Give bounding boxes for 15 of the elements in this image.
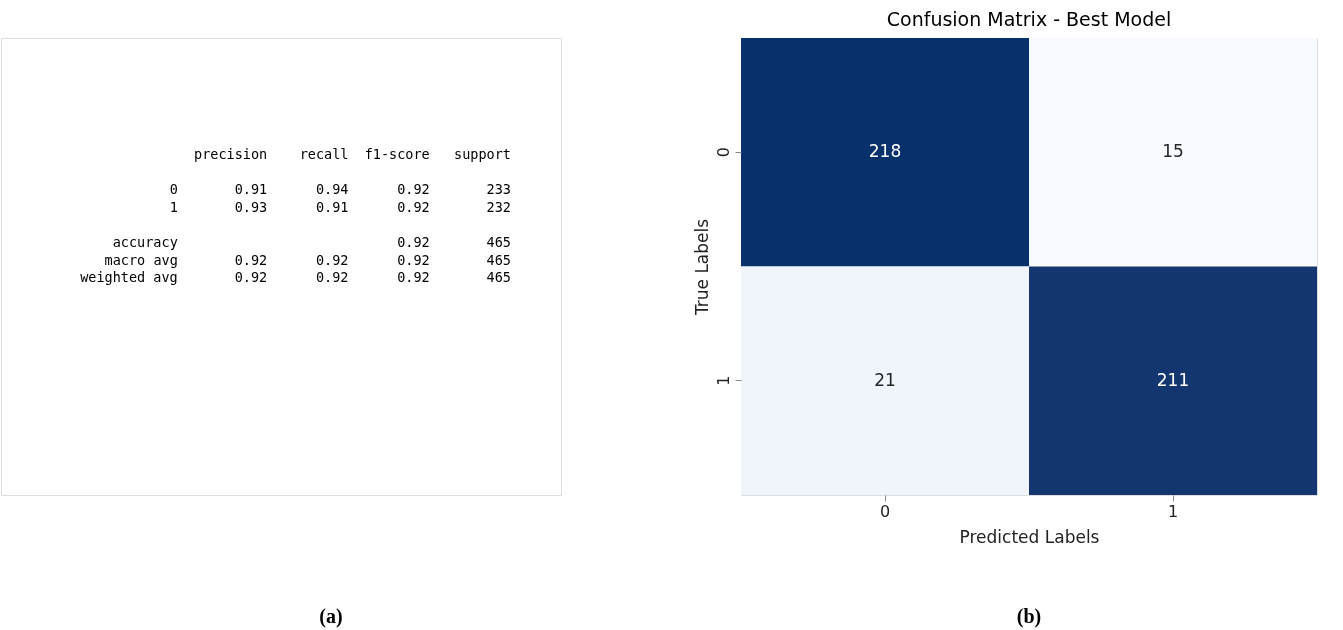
text: (b) — [1016, 605, 1042, 628]
data-label: 211 — [1156, 369, 1190, 390]
x-axis-title: Predicted Labels — [959, 526, 1100, 547]
text: 1 0.93 0.91 0.92 232 — [169, 198, 511, 215]
chart-title: Confusion Matrix - Best Model — [886, 8, 1172, 30]
data-label: 21 — [874, 369, 896, 390]
text: macro avg 0.92 0.92 0.92 465 — [104, 251, 511, 268]
text: (a) — [319, 605, 343, 628]
text: 0 0.91 0.94 0.92 233 — [169, 181, 511, 198]
text: precision recall f1-score support — [194, 146, 511, 162]
text: accuracy 0.92 465 — [112, 234, 511, 250]
data-label: 15 — [1162, 141, 1184, 162]
text: weighted avg 0.92 0.92 0.92 465 — [80, 269, 511, 286]
data-label: 218 — [868, 141, 902, 162]
y-axis-title: True Labels — [691, 218, 712, 317]
